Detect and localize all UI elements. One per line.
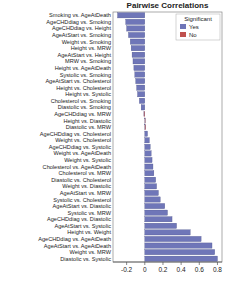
category-label: AgeAtStart vs. MRW [60, 190, 112, 196]
chart: Pairwise Correlations Smoking vs. AgeAtDe… [0, 0, 225, 300]
category-label: Cholesterol vs. Smoking [51, 98, 111, 104]
category-label: Weight vs. Smoking [62, 39, 111, 45]
bar [145, 131, 148, 136]
bar [144, 118, 146, 123]
bar [132, 52, 145, 57]
category-label: AgeAtStart vs. AgeAtDeath [44, 243, 111, 249]
bar [136, 78, 145, 83]
x-tick-label: 0.2 [158, 266, 167, 273]
plot-frame [113, 12, 222, 262]
category-label: Diastolic vs. MRW [66, 124, 112, 130]
bar [145, 217, 172, 222]
legend-box [176, 14, 220, 40]
x-tick-label: 0.6 [195, 266, 204, 273]
bar [141, 105, 145, 110]
bar [145, 171, 154, 176]
category-label: Systolic vs. Cholesterol [53, 197, 111, 203]
category-label: Diastolic vs. Smoking [58, 104, 111, 110]
x-tick [162, 262, 163, 265]
category-label: AgeCHDdiag vs. Systolic [49, 144, 111, 150]
category-label: AgeCHDdiag vs. Smoking [46, 19, 111, 25]
legend-title: Significant [184, 16, 212, 22]
x-tick [144, 262, 145, 265]
bar [145, 190, 159, 195]
x-tick [181, 262, 182, 265]
bar [133, 59, 145, 64]
bar [131, 46, 145, 51]
bar [145, 256, 218, 261]
bar [145, 177, 156, 182]
category-label: AgeAtStart vs. Systolic [54, 223, 111, 229]
bar [145, 210, 168, 215]
category-label: Smoking vs. AgeAtDeath [49, 12, 111, 18]
bar [145, 151, 151, 156]
x-tick-label: 0.4 [177, 266, 186, 273]
legend-swatch [180, 32, 186, 37]
legend-swatch [180, 24, 186, 29]
x-tick [199, 262, 200, 265]
bar [145, 197, 160, 202]
bar [145, 138, 150, 143]
category-label: Cholesterol vs. MRW [59, 170, 112, 176]
x-tick-label: -0.2 [121, 266, 133, 273]
bar [137, 85, 145, 90]
bar [139, 98, 144, 103]
category-label: MRW vs. Smoking [65, 58, 111, 64]
bar [145, 230, 190, 235]
category-label: Height vs. Systolic [65, 91, 111, 97]
bar [135, 72, 145, 77]
bar [145, 164, 153, 169]
bar [145, 184, 157, 189]
category-label: AgeAtStart vs. Cholesterol [45, 78, 111, 84]
category-label: Height vs. Diastolic [63, 118, 111, 124]
bar [130, 39, 145, 44]
category-label: Diastolic vs. Systolic [60, 256, 111, 262]
category-label: Weight vs. MRW [70, 249, 112, 255]
category-label: AgeCHDdiag vs. Height [52, 25, 112, 31]
bar [145, 144, 150, 149]
category-label: Weight vs. Cholesterol [55, 137, 111, 143]
bar [145, 236, 201, 241]
x-axis [113, 262, 222, 263]
category-label: Height vs. Cholesterol [56, 85, 111, 91]
bar [138, 92, 145, 97]
bar [134, 65, 145, 70]
x-tick-label: 0 [143, 266, 147, 273]
category-label: Height vs. MRW [71, 45, 112, 51]
bar [145, 223, 177, 228]
category-label: AgeCHDdiag vs. Cholesterol [40, 131, 111, 137]
bar [145, 250, 215, 255]
bar [145, 203, 165, 208]
x-tick-label: 0.8 [213, 266, 222, 273]
bar [143, 111, 145, 116]
bars [118, 13, 218, 262]
category-label: AgeCHDdiag vs. MRW [54, 111, 112, 117]
category-label: AgeAtStart vs. Height [58, 52, 112, 58]
bar [127, 26, 145, 31]
category-label: AgeCHDdiag vs. Diastolic [47, 216, 111, 222]
legend-label: No [189, 32, 197, 38]
category-label: Systolic vs. MRW [68, 210, 112, 216]
category-label: Height vs. AgeAtDeath [55, 65, 111, 71]
bar [145, 243, 212, 248]
category-label: Diastolic vs. Cholesterol [51, 177, 111, 183]
category-label: Weight vs. Systolic [64, 157, 111, 163]
category-label: AgeAtStart vs. Smoking [52, 32, 111, 38]
category-label: Cholesterol vs. AgeAtDeath [43, 164, 111, 170]
bar [126, 19, 145, 24]
category-label: AgeCHDdiag vs. AgeAtDeath [38, 236, 111, 242]
x-tick [126, 262, 127, 265]
bar [128, 32, 144, 37]
bar [118, 13, 145, 18]
category-label: Weight vs. AgeAtDeath [54, 150, 111, 156]
bar [145, 157, 152, 162]
category-label: Weight vs. Diastolic [62, 183, 111, 189]
title: Pairwise Correlations [127, 1, 209, 10]
category-label: Height vs. Weight [67, 229, 111, 235]
x-tick [217, 262, 218, 265]
category-label: AgeAtStart vs. Diastolic [53, 203, 112, 209]
category-label: Systolic vs. Smoking [60, 72, 111, 78]
bar [144, 125, 146, 130]
legend-label: Yes [189, 24, 199, 30]
